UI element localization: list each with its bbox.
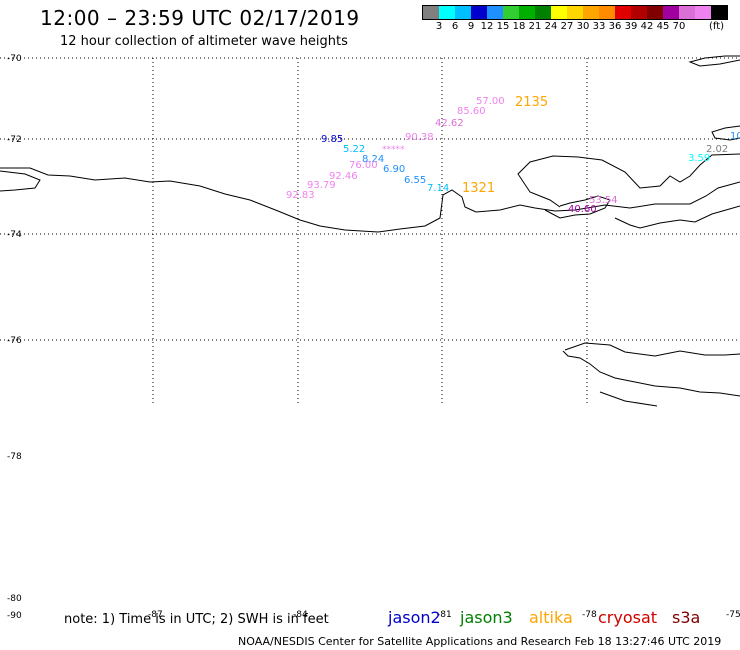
coastline-south-tip xyxy=(599,391,658,407)
wave-label: 85.60 xyxy=(457,106,486,117)
wave-label: 8.24 xyxy=(362,154,384,165)
sat-jason2: jason2 xyxy=(388,608,441,627)
legend-swatch xyxy=(599,6,615,19)
wave-label: 6.90 xyxy=(383,164,405,175)
lon-labels: -87 -84 -81 -78 -75 xyxy=(148,610,740,620)
legend-swatch xyxy=(615,6,631,19)
coastline-peninsula-east xyxy=(517,153,740,208)
coastline-south xyxy=(562,342,740,397)
wave-label: 6.55 xyxy=(404,175,426,186)
wave-label: 5.22 xyxy=(343,144,365,155)
lon-label: -75 xyxy=(726,610,740,620)
lat-label: -72 xyxy=(7,135,22,145)
legend-swatch xyxy=(423,6,439,19)
lat-label: -80 xyxy=(7,594,22,604)
wave-label: 3.59 xyxy=(688,153,710,164)
legend-swatch xyxy=(711,6,727,19)
legend-swatch xyxy=(663,6,679,19)
footer-credit: NOAA/NESDIS Center for Satellite Applica… xyxy=(238,635,722,648)
legend-swatch xyxy=(567,6,583,19)
legend-tick: 6 xyxy=(451,21,459,32)
coastline-top-right xyxy=(688,55,740,67)
pass-time: 1321 xyxy=(462,181,495,196)
lon-label: -84 xyxy=(293,610,308,620)
wave-label: 90.38 xyxy=(405,132,434,143)
sat-cryosat: cryosat xyxy=(598,608,658,627)
sat-jason3: jason3 xyxy=(460,608,513,627)
note-text: note: 1) Time is in UTC; 2) SWH is in fe… xyxy=(64,612,329,627)
wave-label: 2.02 xyxy=(706,144,728,155)
graticule xyxy=(0,57,740,406)
legend-tick: 70 xyxy=(672,21,686,32)
legend-swatch xyxy=(535,6,551,19)
coastline-main xyxy=(0,167,740,233)
legend-tick: 9 xyxy=(467,21,475,32)
legend-labels: (ft) 3 6 9 12 15 18 21 24 27 30 33 36 39 42 45 70 xyxy=(422,20,728,34)
legend-tick: 39 xyxy=(624,21,638,32)
lat-label: -70 xyxy=(7,54,22,64)
legend-tick: 21 xyxy=(528,21,542,32)
wave-label: 92.83 xyxy=(286,190,315,201)
coastline-small-island xyxy=(711,125,740,141)
coastline-island-west xyxy=(0,170,41,192)
legend-swatch xyxy=(695,6,711,19)
legend-tick: 15 xyxy=(496,21,510,32)
sat-s3a: s3a xyxy=(672,608,701,627)
legend-tick: 30 xyxy=(576,21,590,32)
pass-time: 2135 xyxy=(515,95,548,110)
lat-label: -76 xyxy=(7,336,22,346)
coastline-east-inlet xyxy=(614,205,740,229)
wave-label: 42.62 xyxy=(435,118,464,129)
legend-tick: 18 xyxy=(512,21,526,32)
legend-tick: 36 xyxy=(608,21,622,32)
legend-swatch xyxy=(551,6,567,19)
legend-tick: 27 xyxy=(560,21,574,32)
asterisk-marks: ***** xyxy=(382,145,405,155)
legend-tick: 42 xyxy=(640,21,654,32)
legend-swatch xyxy=(647,6,663,19)
wave-height-labels: 57.00 85.60 42.62 90.38 9.85 5.22 8.24 7… xyxy=(286,96,740,215)
lat-label: -90 xyxy=(7,611,22,621)
page-subtitle: 12 hour collection of altimeter wave hei… xyxy=(60,34,348,49)
sat-altika: altika xyxy=(529,608,573,627)
wave-label: 92.46 xyxy=(329,171,358,182)
wave-label: 10 xyxy=(730,131,740,142)
lat-label: -78 xyxy=(7,452,22,462)
legend-swatch xyxy=(471,6,487,19)
legend-unit: (ft) xyxy=(709,21,725,32)
lat-label: -74 xyxy=(7,230,22,240)
lon-label: -87 xyxy=(148,610,163,620)
legend-swatch xyxy=(455,6,471,19)
legend-tick: 3 xyxy=(435,21,443,32)
coastline xyxy=(0,55,740,407)
lat-labels: -70 -72 -74 -76 -78 -80 -90 xyxy=(7,54,22,621)
wave-label: 9.85 xyxy=(321,134,343,145)
legend-swatch xyxy=(519,6,535,19)
lon-label: -81 xyxy=(437,610,452,620)
wave-label: 57.00 xyxy=(476,96,505,107)
legend-tick: 33 xyxy=(592,21,606,32)
legend-swatch xyxy=(439,6,455,19)
wave-label: 40.60 xyxy=(568,204,597,215)
coastline-bay xyxy=(544,195,611,219)
legend-swatch xyxy=(631,6,647,19)
wave-label: 7.14 xyxy=(427,183,449,194)
legend-swatch xyxy=(679,6,695,19)
legend-swatch xyxy=(487,6,503,19)
legend-tick: 45 xyxy=(656,21,670,32)
legend-swatches xyxy=(422,5,728,20)
legend-tick: 12 xyxy=(480,21,494,32)
pass-time-labels: 2135 1321 xyxy=(462,95,548,196)
legend-swatch xyxy=(503,6,519,19)
legend-swatch xyxy=(583,6,599,19)
wave-label: 76.00 xyxy=(349,160,378,171)
legend-tick: 24 xyxy=(544,21,558,32)
wave-label: 93.79 xyxy=(307,180,336,191)
lon-label: -78 xyxy=(582,610,597,620)
wave-label: 53.54 xyxy=(589,195,618,206)
page-title: 12:00 – 23:59 UTC 02/17/2019 xyxy=(40,6,360,30)
color-legend: (ft) 3 6 9 12 15 18 21 24 27 30 33 36 39 42 45 70 xyxy=(422,5,728,34)
